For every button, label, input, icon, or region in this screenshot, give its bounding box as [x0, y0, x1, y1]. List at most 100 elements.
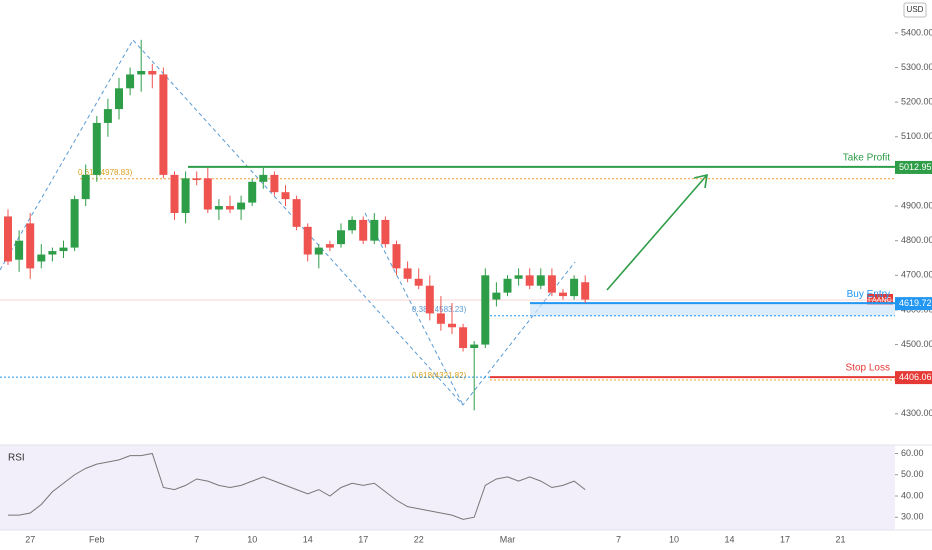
candle-body	[570, 278, 579, 297]
zigzag	[0, 39, 576, 406]
y-tick-label: 5400.00	[901, 27, 932, 37]
x-tick-label: 7	[194, 534, 199, 544]
candle-body	[59, 247, 68, 252]
candle-body	[525, 275, 534, 286]
candle-body	[81, 174, 90, 200]
candle-body	[381, 219, 390, 245]
candle-body	[126, 74, 135, 89]
x-tick-label: 17	[358, 534, 368, 544]
candle-body	[270, 174, 279, 193]
candle-body	[348, 219, 357, 231]
candle-body	[237, 202, 246, 210]
zigzag-line	[364, 212, 464, 406]
price-tag-label: 4619.72	[899, 298, 932, 308]
candle-body	[459, 327, 468, 349]
candle-body	[292, 199, 301, 227]
fib-label: 0.618(4321.82)	[412, 371, 467, 380]
currency: USD	[907, 5, 924, 14]
y-tick-label: 60.00	[901, 448, 924, 458]
candle-body	[392, 244, 401, 269]
candle-body	[192, 178, 201, 181]
arrow	[606, 173, 708, 291]
candle-body	[481, 275, 490, 345]
candle-body	[492, 292, 501, 300]
x-tick-label: 22	[414, 534, 424, 544]
x-tick-label: 21	[835, 534, 845, 544]
candle-body	[26, 223, 35, 269]
candle-body	[92, 122, 101, 175]
price-tag	[895, 160, 932, 174]
candle-body	[448, 323, 456, 328]
candle-body	[226, 206, 234, 210]
candle-body	[103, 109, 112, 123]
level-label: Stop Loss	[846, 363, 890, 374]
level-label: Take Profit	[843, 153, 890, 164]
candle-body	[4, 216, 12, 262]
candle-body	[203, 178, 212, 210]
candle-body	[314, 247, 323, 255]
candle-body	[581, 282, 590, 300]
price-tag-label: 5012.95	[899, 162, 932, 172]
fib-label: 0.618(4978.83)	[78, 168, 133, 177]
candle-body	[325, 244, 334, 248]
candle-body	[370, 219, 379, 241]
candle-body	[181, 178, 190, 213]
candle-body	[403, 268, 412, 279]
candle-body	[359, 219, 368, 241]
y-tick-label: 50.00	[901, 469, 924, 479]
symbol-tag	[867, 294, 893, 305]
y-tick-label: 40.00	[901, 490, 924, 500]
y-tick-label: 5300.00	[901, 62, 932, 72]
candle-body	[503, 278, 512, 293]
candle-body	[170, 174, 179, 213]
candle-body	[15, 240, 24, 260]
y-tick-label: 5100.00	[901, 131, 932, 141]
candle-body	[248, 181, 257, 203]
price-tag	[895, 297, 932, 311]
rsi-line	[8, 452, 586, 520]
x-tick-label: 10	[669, 534, 679, 544]
fib-label: 0.382(4583.23)	[412, 305, 467, 314]
candle-body	[37, 254, 46, 262]
candle-body	[148, 70, 157, 75]
candle-body	[115, 88, 123, 110]
x-tick-label: 14	[303, 534, 313, 544]
y-tick-label: 4900.00	[901, 200, 932, 210]
y-tick-label: 4700.00	[901, 270, 932, 280]
candle-body	[559, 292, 567, 297]
x-tick-label: 10	[247, 534, 257, 544]
y-tick-label: 4300.00	[901, 408, 932, 418]
price-tag-label: 4406.06	[899, 372, 932, 382]
zigzag-line	[0, 39, 576, 406]
candle-body	[259, 174, 268, 182]
candle-body	[536, 275, 545, 286]
x-tick-label: 17	[780, 534, 790, 544]
price-tag	[895, 371, 932, 385]
candle-body	[303, 226, 312, 255]
candle-body	[214, 206, 223, 210]
x-tick-label: 7	[616, 534, 621, 544]
candle-body	[337, 230, 345, 245]
level-label: Buy Entry	[847, 289, 890, 300]
candle-body	[470, 344, 479, 349]
candle-body	[159, 74, 168, 175]
x-tick-label: 27	[25, 534, 35, 544]
arrow-head	[693, 173, 708, 189]
candle-body	[414, 278, 423, 286]
candle-body	[137, 70, 146, 75]
candle-body	[514, 275, 523, 279]
y-tick-label: 5200.00	[901, 97, 932, 107]
candle-body	[48, 251, 57, 255]
y-tick-label: 30.00	[901, 512, 924, 522]
y-tick-label: 4800.00	[901, 235, 932, 245]
arrow-line	[606, 174, 708, 291]
y-tick-label: 4500.00	[901, 339, 932, 349]
candle-body	[70, 199, 79, 248]
candle-body	[425, 285, 434, 314]
currency-box	[903, 2, 927, 18]
candle-body	[436, 313, 445, 324]
rsi-panel	[0, 445, 895, 530]
candle-body	[547, 275, 556, 293]
candle-body	[281, 192, 290, 200]
